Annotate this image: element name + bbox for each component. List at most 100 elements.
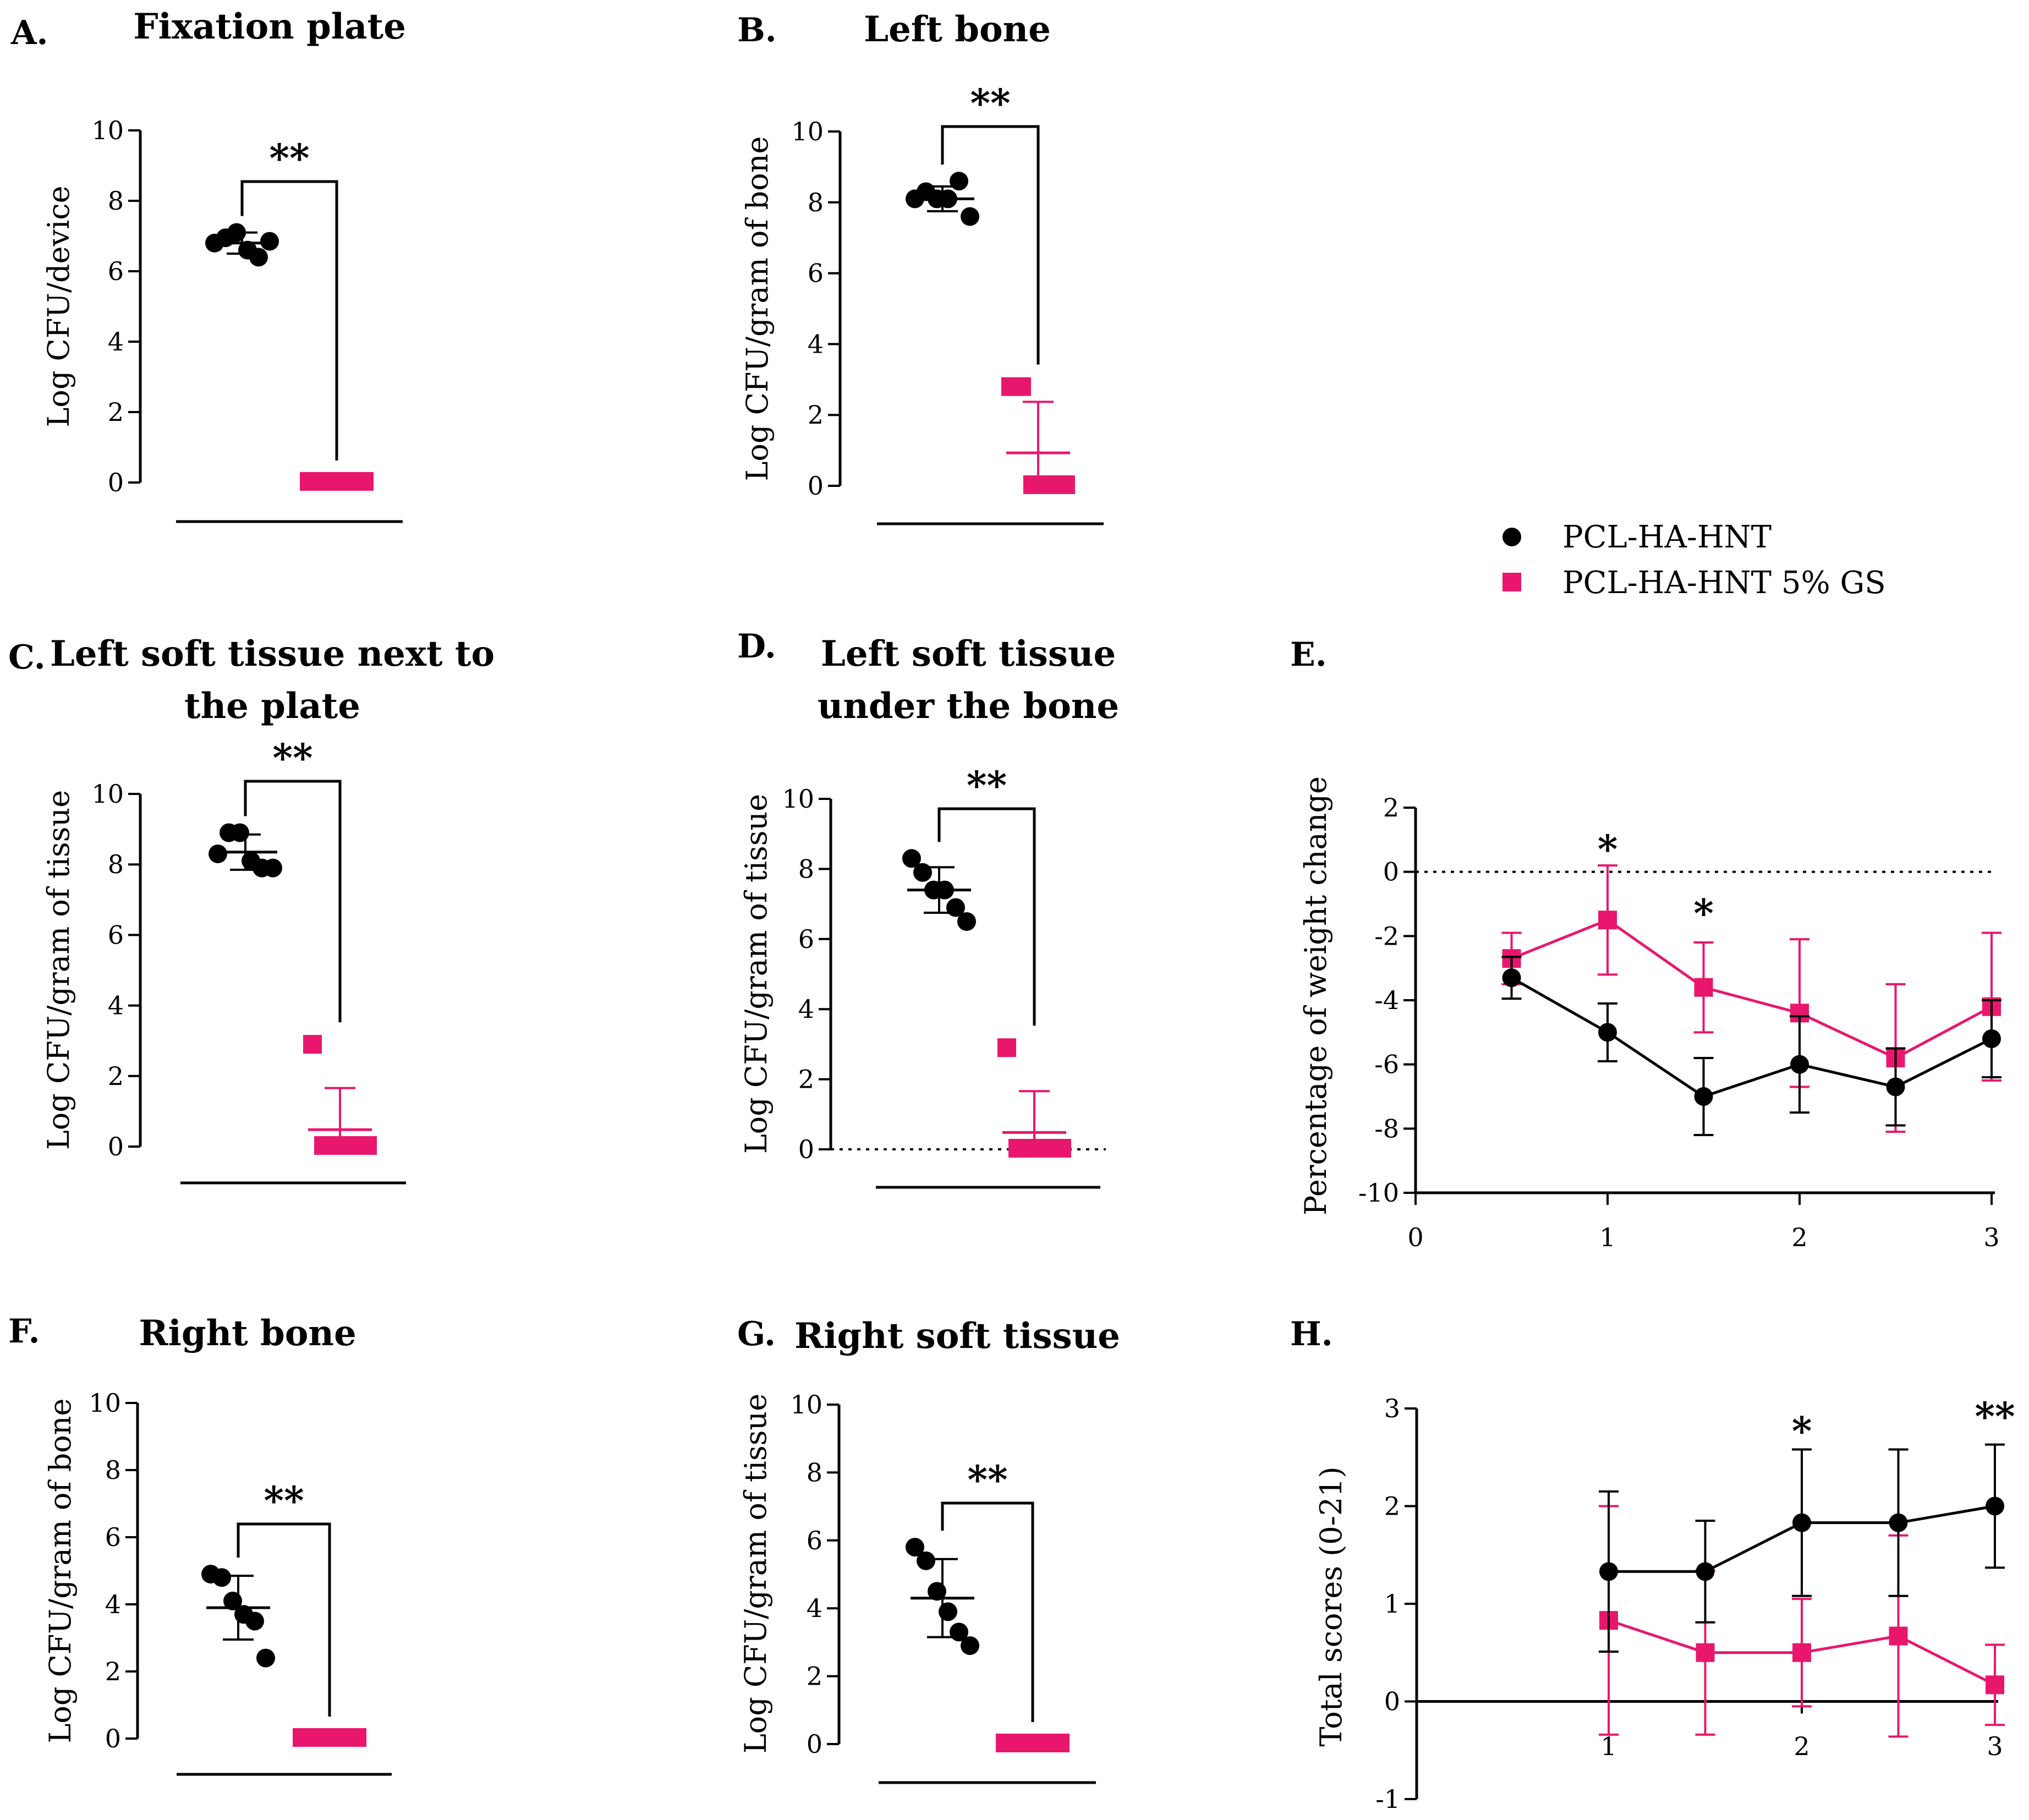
panel-title: the plate [184, 686, 360, 727]
data-point [1696, 1562, 1715, 1581]
y-tick-label: 6 [807, 1526, 822, 1555]
x-tick-label: 2 [1791, 1223, 1807, 1252]
legend-marker-square [1502, 573, 1521, 591]
significance-label: ** [967, 763, 1007, 808]
data-point [1986, 1496, 2004, 1516]
data-point [358, 1136, 377, 1155]
y-tick-label: 2 [108, 1061, 124, 1091]
significance-label: ** [272, 735, 312, 781]
panel-G: G. Right soft tissue Log CFU/gram of tissu… [737, 1315, 1120, 1784]
y-tick-label: 2 [108, 397, 124, 427]
panel-B: B. Left bone Log CFU/gram of bone 0 2 4 6 8 10 ** [737, 9, 1104, 525]
y-tick-label: 10 [790, 1390, 822, 1419]
panel-E: E. Percentage of weight change -10 -8 -6 -4 -2… [1290, 635, 2001, 1252]
data-point [223, 1591, 242, 1610]
data-point [957, 912, 976, 931]
y-tick-label: 2 [1384, 1492, 1400, 1521]
y-tick-label: 0 [808, 471, 824, 501]
y-tick-label: 8 [108, 849, 124, 879]
data-point [913, 863, 932, 882]
data-point [1889, 1513, 1908, 1532]
y-tick-label: 6 [798, 924, 814, 954]
y-tick-label: -6 [1374, 1050, 1399, 1079]
y-axis-label: Log CFU/device [41, 185, 76, 427]
panel-D: D. Left soft tissue under the bone Log CFU/… [737, 627, 1119, 1189]
panel-letter: B. [737, 11, 777, 50]
data-point [1790, 1055, 1809, 1074]
y-tick-label: 4 [808, 329, 824, 359]
data-point [961, 1636, 979, 1655]
data-point [212, 1568, 231, 1587]
data-point [1694, 1087, 1713, 1106]
data-point [939, 189, 957, 209]
data-point [1792, 1513, 1811, 1532]
data-point [249, 248, 268, 267]
x-tick-label: 1 [1600, 1731, 1616, 1761]
y-tick-label: 2 [807, 1662, 822, 1691]
y-tick-label: 10 [782, 784, 814, 814]
significance-bracket [240, 180, 338, 461]
data-point [997, 1038, 1016, 1057]
significance-label: * [1693, 891, 1714, 936]
data-point [1012, 377, 1031, 396]
y-tick-label: 0 [1384, 1687, 1400, 1717]
y-tick-label: -4 [1374, 985, 1399, 1015]
y-tick-label: 2 [105, 1657, 121, 1686]
x-tick-label: 0 [1407, 1223, 1423, 1252]
panel-letter: H. [1290, 1315, 1333, 1353]
legend-label-pcl-ha-hnt-5-gs: PCL-HA-HNT 5% GS [1562, 565, 1886, 601]
panel-letter: A. [10, 14, 48, 52]
data-point [950, 172, 968, 191]
significance-label: ** [264, 1478, 304, 1523]
data-point [946, 898, 965, 917]
data-point [1792, 1643, 1811, 1662]
y-tick-label: 0 [108, 1132, 124, 1161]
data-point [928, 1582, 946, 1601]
y-tick-label: 10 [791, 117, 824, 146]
data-point [1056, 475, 1075, 494]
data-point [906, 1538, 924, 1557]
data-point [348, 1728, 366, 1747]
data-point [209, 844, 227, 863]
data-point [355, 472, 374, 491]
y-tick-label: -8 [1374, 1114, 1399, 1143]
data-point [1694, 978, 1713, 997]
series-line [1511, 918, 1993, 1060]
y-tick-label: 8 [108, 186, 124, 216]
data-point [264, 858, 282, 878]
y-axis-label: Total scores (0-21) [1314, 1466, 1348, 1746]
y-tick-label: 6 [108, 920, 124, 950]
y-tick-label: 0 [798, 1134, 814, 1164]
data-point [1051, 1734, 1070, 1752]
y-tick-label: 0 [1383, 857, 1399, 887]
panel-letter: D. [737, 627, 776, 666]
data-point [917, 1551, 935, 1570]
y-axis-label: Log CFU/gram of tissue [739, 794, 774, 1154]
y-tick-label: 4 [798, 994, 814, 1024]
y-tick-label: 8 [798, 854, 814, 884]
y-tick-label: 1 [1384, 1589, 1400, 1619]
y-tick-label: -1 [1375, 1784, 1400, 1814]
x-tick-label: 3 [1987, 1731, 2003, 1761]
y-axis-label: Log CFU/gram of tissue [41, 790, 76, 1150]
significance-bracket [937, 807, 1036, 1026]
data-point [245, 1611, 264, 1631]
data-point [231, 823, 249, 842]
data-point [1502, 968, 1521, 988]
panel-title: under the bone [818, 686, 1119, 727]
data-point [935, 880, 954, 900]
significance-label: ** [1975, 1394, 2015, 1439]
data-point [961, 207, 979, 226]
y-tick-label: 8 [808, 188, 824, 217]
significance-label: * [1598, 826, 1618, 872]
y-tick-label: -10 [1358, 1178, 1399, 1208]
data-point [1889, 1626, 1908, 1646]
significance-bracket [237, 1522, 331, 1717]
data-point [227, 223, 246, 242]
y-tick-label: 4 [807, 1593, 822, 1623]
legend-marker-circle [1502, 528, 1521, 546]
legend-label-pcl-ha-hnt: PCL-HA-HNT [1562, 519, 1772, 555]
y-tick-label: 0 [807, 1729, 822, 1759]
